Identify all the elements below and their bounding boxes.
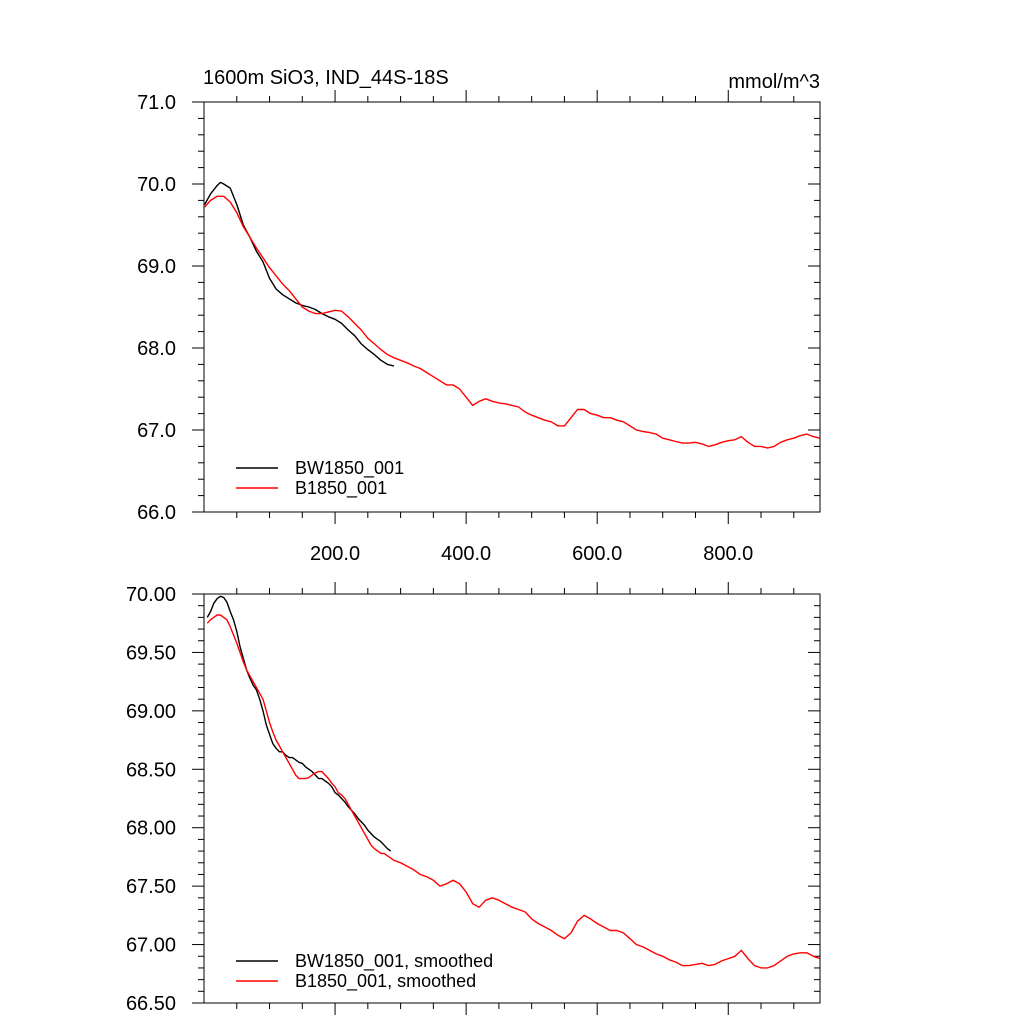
y-tick-label: 69.00	[126, 701, 176, 723]
x-tick-label: 200.0	[310, 543, 360, 565]
plot-frame	[203, 593, 821, 1004]
y-tick-label: 70.00	[126, 584, 176, 606]
y-tick-label: 69.50	[126, 642, 176, 664]
legend-label: BW1850_001	[295, 458, 404, 479]
y-tick-label: 70.0	[137, 174, 176, 196]
x-tick-label: 600.0	[572, 543, 622, 565]
top-panel: 1600m SiO3, IND_44S-18S mmol/m^3 200.0 40…	[137, 67, 821, 565]
y-tick-label: 71.0	[137, 92, 176, 114]
series-line-bw1850	[206, 595, 392, 852]
plot-frame	[203, 101, 821, 513]
bottom-panel: 66.50 67.00 67.50 68.00 68.50 69.00 69.50 70.00…	[126, 582, 821, 1015]
y-tick-label: 69.0	[137, 256, 176, 278]
y-tick-label: 67.50	[126, 876, 176, 898]
top-chart-units: mmol/m^3	[728, 71, 820, 93]
y-tick-label: 68.0	[137, 338, 176, 360]
top-chart-title: 1600m SiO3, IND_44S-18S	[203, 67, 449, 89]
legend-label: B1850_001	[295, 478, 387, 499]
series-line-b1850	[206, 614, 821, 969]
y-tick-label: 66.50	[126, 993, 176, 1015]
y-tick-label: 67.0	[137, 420, 176, 442]
y-tick-label: 66.0	[137, 502, 176, 524]
x-tick-label: 400.0	[441, 543, 491, 565]
x-tick-label: 800.0	[703, 543, 753, 565]
legend-label: B1850_001, smoothed	[295, 971, 476, 992]
legend-label: BW1850_001, smoothed	[295, 951, 493, 972]
y-tick-label: 68.50	[126, 759, 176, 781]
y-tick-label: 67.00	[126, 935, 176, 957]
y-tick-label: 68.00	[126, 818, 176, 840]
series-line-bw1850	[204, 181, 395, 367]
series-line-b1850	[204, 195, 821, 449]
